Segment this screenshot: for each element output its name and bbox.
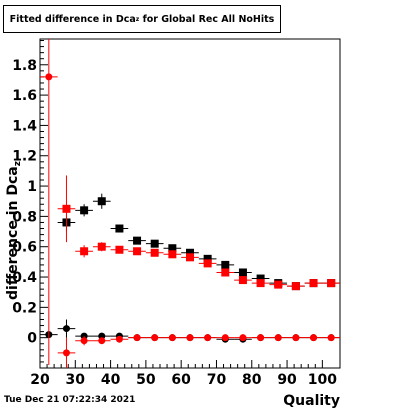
x-tick-label: 80: [242, 372, 262, 388]
data-point: [239, 334, 247, 342]
data-point: [221, 268, 230, 277]
data-point: [274, 280, 283, 289]
data-point: [97, 242, 106, 251]
data-point: [327, 279, 336, 288]
data-point: [133, 236, 142, 245]
series-2: [57, 175, 340, 291]
data-point: [133, 334, 141, 342]
x-tick-label: 60: [171, 372, 191, 388]
data-point: [186, 248, 194, 257]
data-point: [97, 197, 106, 206]
x-tick-label: 90: [277, 372, 297, 388]
series-1: [57, 193, 340, 291]
y-tick-label: 0: [27, 331, 37, 347]
data-point: [150, 239, 159, 248]
data-point: [203, 259, 212, 268]
y-tick-label: 1.4: [12, 118, 37, 134]
data-point: [80, 247, 89, 256]
data-point: [115, 224, 124, 233]
plot-frame: [39, 38, 341, 369]
chart-title: Fitted difference in Dca z for Global Rec…: [3, 5, 281, 33]
timestamp: Tue Dec 21 07:22:34 2021: [4, 395, 136, 405]
y-axis-label: difference in Dcaz: [5, 161, 23, 300]
data-point: [310, 334, 318, 342]
y-tick-label: 1.8: [12, 58, 37, 74]
data-point: [168, 250, 177, 259]
data-markers: [40, 39, 340, 368]
chart-title-subscript: z: [135, 15, 140, 23]
chart-title-suffix: for Global Rec All NoHits: [139, 13, 275, 25]
data-point: [203, 254, 212, 263]
data-point: [115, 335, 123, 343]
data-point: [327, 334, 335, 342]
data-point: [292, 334, 300, 342]
data-point: [257, 334, 265, 342]
y-axis-label-text: difference in Dca: [5, 166, 21, 300]
data-point: [80, 206, 89, 215]
x-tick-label: 100: [308, 372, 337, 388]
x-tick-label: 20: [30, 372, 50, 388]
data-point: [238, 268, 247, 277]
x-tick-label: 70: [207, 372, 227, 388]
data-point: [98, 337, 106, 345]
x-tick-label: 40: [101, 372, 121, 388]
data-point: [204, 334, 212, 342]
y-axis-label-subscript: z: [13, 161, 23, 166]
data-point: [150, 248, 159, 257]
data-point: [186, 334, 194, 342]
data-point: [256, 274, 265, 283]
y-tick-label: 0.8: [12, 209, 37, 225]
data-point: [168, 244, 177, 253]
data-point: [80, 337, 88, 345]
data-point: [62, 349, 70, 357]
axis-ticks: 20 30 40 50 60 70 80 90 100 0 0.2 0.4 0.6 0.8 1 1.2 1.4 1…: [12, 40, 337, 388]
data-point: [151, 334, 159, 342]
data-point: [309, 279, 318, 288]
y-tick-label: 1.6: [12, 88, 37, 104]
x-tick-label: 50: [136, 372, 156, 388]
x-tick-label: 30: [66, 372, 86, 388]
y-tick-label: 0.2: [12, 300, 37, 316]
data-point: [291, 282, 300, 291]
y-tick-label: 1: [27, 179, 37, 195]
data-point: [115, 245, 124, 254]
y-tick-label: 1.2: [12, 149, 37, 165]
chart-title-text: Fitted difference in Dca: [9, 13, 136, 25]
data-point: [62, 204, 71, 213]
data-point: [168, 334, 176, 342]
data-point: [62, 325, 70, 333]
data-point: [221, 260, 230, 269]
data-point: [256, 279, 265, 288]
data-point: [133, 247, 142, 256]
y-tick-label: 0.4: [12, 270, 37, 286]
data-point: [274, 334, 282, 342]
series-4: [40, 39, 340, 368]
y-tick-label: 0.6: [12, 240, 37, 256]
x-axis-label: Quality: [283, 393, 340, 409]
data-point: [238, 276, 247, 285]
data-point: [45, 73, 53, 81]
data-point: [186, 253, 194, 262]
data-point: [221, 334, 229, 342]
